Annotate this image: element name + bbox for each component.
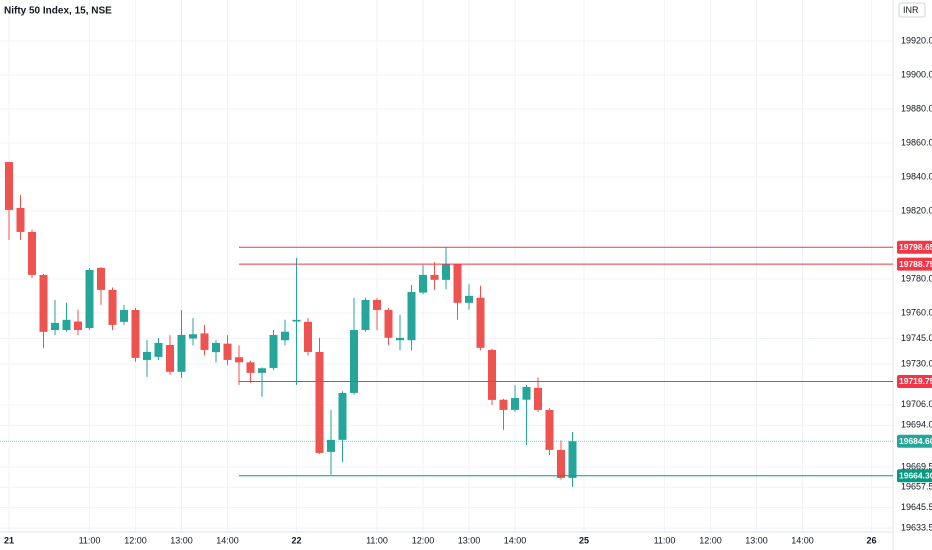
x-tick-label: 14:00 [504, 535, 527, 545]
candle-body [62, 319, 71, 331]
candle-body [223, 343, 232, 360]
candle-body [85, 269, 94, 328]
candle-body [39, 274, 48, 332]
candle-body [568, 441, 577, 478]
x-tick-label: 11:00 [79, 535, 101, 545]
x-tick-label: 14:00 [216, 535, 239, 545]
candle-body [545, 409, 554, 450]
y-tick-label: 19645.50 [901, 502, 932, 512]
x-tick-label: 11:00 [366, 535, 388, 545]
candle-body [465, 295, 473, 303]
candle-body [97, 267, 105, 290]
candle-body [304, 321, 312, 352]
candle-body [384, 309, 393, 338]
x-tick-label: 12:00 [699, 535, 722, 545]
candle-body [419, 274, 427, 293]
price-tag-label: 19719.75 [899, 376, 932, 386]
candle-body [5, 162, 13, 210]
x-tick-label: 21 [4, 535, 14, 545]
candle-body [453, 263, 462, 303]
x-tick-label: 26 [866, 535, 876, 545]
y-tick-label: 19745.00 [901, 333, 932, 343]
candle-body [74, 321, 82, 331]
y-tick-label: 19657.50 [901, 482, 932, 492]
price-tag [897, 434, 932, 448]
x-tick-label: 25 [579, 535, 589, 545]
candle-body [407, 291, 416, 341]
candle-body [143, 351, 151, 360]
candle-body [258, 368, 266, 373]
y-tick-label: 19760.00 [901, 307, 932, 317]
candle-body [557, 449, 565, 478]
candle-body [534, 387, 542, 410]
candle-body [51, 322, 59, 331]
candle-body [154, 342, 163, 357]
y-tick-label: 19706.00 [901, 399, 932, 409]
candle-body [476, 297, 485, 348]
x-tick-label: 13:00 [745, 535, 768, 545]
x-tick-label: 12:00 [124, 535, 147, 545]
candle-body [108, 289, 117, 325]
candle-body [166, 344, 174, 372]
candle-body [235, 357, 243, 363]
candle-body [499, 399, 508, 410]
y-tick-label: 19694.00 [901, 420, 932, 430]
candle-body [189, 334, 197, 339]
currency-label: INR [903, 5, 919, 15]
candle-body [28, 231, 36, 275]
y-tick-label: 19840.00 [901, 171, 932, 181]
price-tag-label: 19788.75 [899, 259, 932, 269]
y-tick-label: 19669.50 [901, 461, 932, 471]
price-tag-label: 19684.60 [899, 436, 932, 446]
y-tick-label: 19860.00 [901, 137, 932, 147]
candle-body [327, 439, 335, 452]
y-tick-label: 19880.00 [901, 103, 932, 113]
candle-body [396, 337, 404, 341]
y-tick-label: 19900.00 [901, 69, 932, 79]
candle-body [442, 263, 450, 280]
price-tag-label: 19664.30 [899, 470, 932, 480]
x-tick-label: 13:00 [458, 535, 481, 545]
candle-body [373, 299, 381, 310]
y-tick-label: 19820.00 [901, 205, 932, 215]
price-tag [897, 240, 932, 254]
candle-body [120, 309, 128, 322]
candle-body [177, 334, 186, 372]
candle-body [522, 386, 531, 400]
candle-body [131, 309, 140, 358]
x-tick-label: 13:00 [170, 535, 193, 545]
price-tag [897, 257, 932, 271]
candle-body [511, 398, 519, 410]
currency-box [898, 2, 926, 18]
candle-body [269, 334, 278, 368]
price-tag-label: 19798.65 [899, 242, 932, 252]
x-tick-label: 11:00 [654, 535, 676, 545]
candle-body [212, 342, 220, 353]
x-tick-label: 12:00 [412, 535, 435, 545]
y-tick-label: 19780.00 [901, 273, 932, 283]
y-tick-label: 19730.00 [901, 358, 932, 368]
x-tick-label: 22 [291, 535, 301, 545]
candle-body [350, 330, 358, 393]
candle-body [292, 319, 301, 322]
y-tick-label: 19633.50 [901, 522, 932, 532]
candle-body [246, 362, 255, 373]
candle-body [338, 392, 347, 440]
candle-body [200, 333, 209, 350]
x-tick-label: 14:00 [791, 535, 814, 545]
chart-title: Nifty 50 Index, 15, NSE [4, 6, 112, 17]
y-tick-label: 19920.00 [901, 35, 932, 45]
price-tag [897, 469, 932, 483]
price-tag [897, 374, 932, 388]
candle-body [488, 349, 496, 400]
candle-body [281, 331, 289, 341]
candle-body [16, 207, 25, 232]
candle-body [430, 274, 439, 280]
candle-body [361, 299, 370, 331]
candle-body [315, 351, 324, 453]
